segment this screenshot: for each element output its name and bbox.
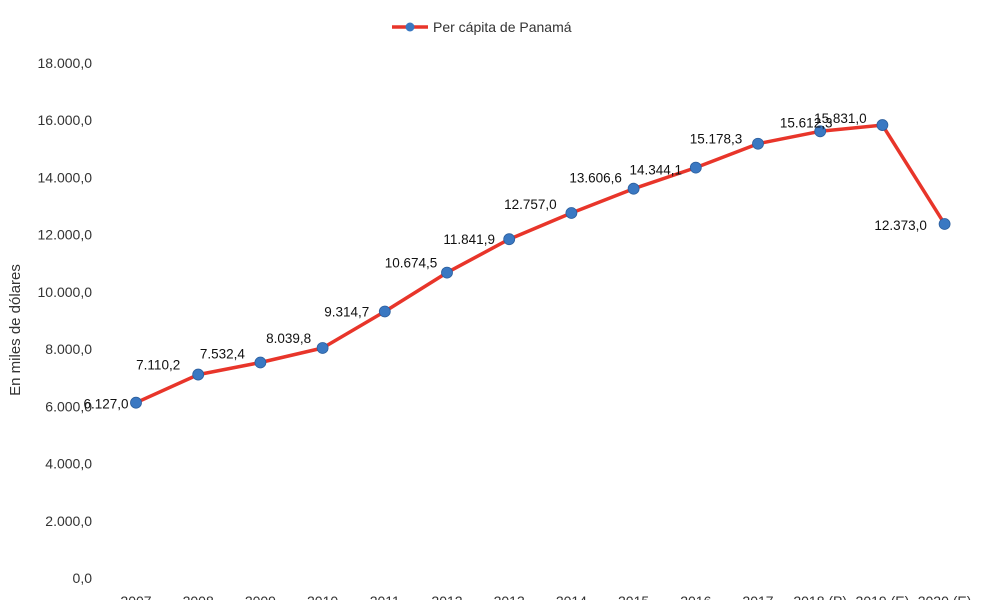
x-tick-label: 2012 <box>431 593 462 600</box>
data-point <box>627 182 640 195</box>
data-point <box>503 233 516 246</box>
data-point <box>192 368 205 381</box>
data-label: 14.344,1 <box>630 163 683 178</box>
y-tick-label: 14.000,0 <box>38 169 93 185</box>
data-point <box>876 119 889 131</box>
data-point <box>254 356 267 369</box>
y-tick-label: 10.000,0 <box>38 284 93 300</box>
x-tick-label: 2014 <box>556 593 587 600</box>
data-label: 7.532,4 <box>200 346 246 361</box>
legend: Per cápita de Panamá <box>392 19 572 35</box>
x-axis-ticks: 2007 2008 2009 2010 2011 2012 2013 2014 2015 2016… <box>120 593 971 600</box>
data-label: 11.841,9 <box>443 232 495 247</box>
y-tick-label: 0,0 <box>73 570 93 586</box>
data-point <box>814 125 827 138</box>
x-tick-label: 2011 <box>370 593 400 600</box>
y-tick-label: 12.000,0 <box>38 227 93 243</box>
series-markers <box>130 119 951 409</box>
data-labels: 6.127,0 7.110,2 7.532,4 8.039,8 9.314,7 10.67… <box>83 111 926 412</box>
y-tick-label: 16.000,0 <box>38 112 93 128</box>
data-point <box>752 137 764 150</box>
data-label: 15.178,3 <box>690 132 743 147</box>
data-label: 12.757,0 <box>504 197 557 212</box>
y-axis-ticks: 0,0 2.000,0 4.000,0 6.000,0 8.000,0 10.000,0 1… <box>38 55 93 586</box>
data-label: 9.314,7 <box>324 304 369 319</box>
x-tick-label: 2007 <box>120 593 151 600</box>
x-tick-label: 2016 <box>680 593 711 600</box>
legend-marker-swatch <box>405 22 415 32</box>
data-point <box>689 161 702 174</box>
y-tick-label: 2.000,0 <box>45 513 92 529</box>
data-point <box>938 218 951 230</box>
y-tick-label: 8.000,0 <box>45 341 92 357</box>
series-line <box>135 123 947 405</box>
x-tick-label: 2020 (E) <box>918 593 972 600</box>
data-point <box>316 342 329 354</box>
data-label: 10.674,5 <box>385 256 438 271</box>
data-label: 13.606,6 <box>569 171 622 186</box>
x-tick-label: 2010 <box>307 593 338 600</box>
data-label: 8.039,8 <box>266 331 311 346</box>
x-tick-label: 2019 (E) <box>856 593 910 600</box>
x-tick-label: 2017 <box>742 593 773 600</box>
data-label: 12.373,0 <box>874 218 927 233</box>
x-tick-label: 2009 <box>245 593 276 600</box>
data-label: 7.110,2 <box>136 358 180 373</box>
legend-label: Per cápita de Panamá <box>433 19 572 35</box>
data-label: 15.612,3 <box>780 115 833 130</box>
data-point <box>441 266 453 279</box>
x-tick-label: 2008 <box>183 593 214 600</box>
data-point <box>378 305 391 318</box>
data-point <box>565 207 578 219</box>
data-label: 15.831,0 <box>814 111 867 126</box>
y-tick-label: 18.000,0 <box>38 55 93 71</box>
x-tick-label: 2013 <box>494 593 525 600</box>
data-point <box>130 396 142 409</box>
y-tick-label: 6.000,0 <box>45 398 92 414</box>
data-label: 6.127,0 <box>83 397 128 412</box>
y-tick-label: 4.000,0 <box>45 456 92 472</box>
x-tick-label: 2015 <box>618 593 649 600</box>
x-tick-label: 2018 (P) <box>793 593 847 600</box>
y-axis-title: En miles de dólares <box>7 264 24 396</box>
